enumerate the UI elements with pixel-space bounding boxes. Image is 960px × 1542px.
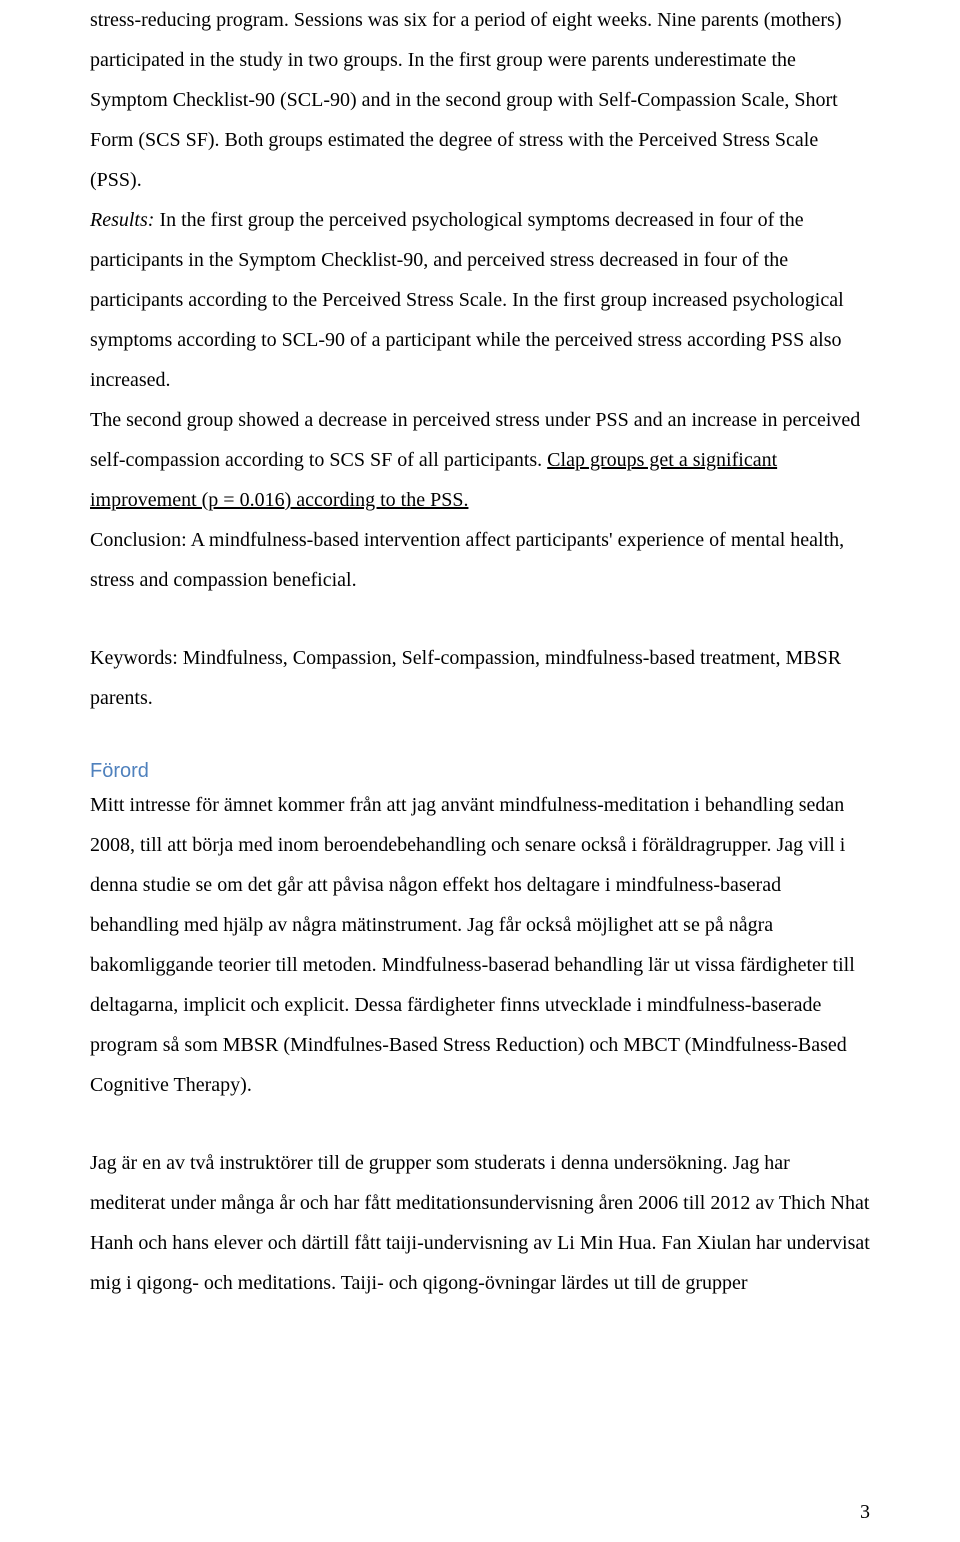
- results-label: Results:: [90, 209, 154, 231]
- paragraph-spacer: [90, 1105, 870, 1143]
- forord-paragraph-1: Mitt intresse för ämnet kommer från att …: [90, 785, 870, 1105]
- body-text: stress-reducing program. Sessions was si…: [90, 9, 841, 191]
- paragraph-spacer: [90, 600, 870, 638]
- forord-paragraph-2: Jag är en av två instruktörer till de gr…: [90, 1143, 870, 1303]
- page-number: 3: [860, 1501, 870, 1524]
- body-text: In the first group the perceived psychol…: [90, 209, 844, 391]
- body-paragraph-results: Results: In the first group the perceive…: [90, 200, 870, 400]
- forord-heading: Förord: [90, 760, 870, 783]
- body-paragraph-conclusion: Conclusion: A mindfulness-based interven…: [90, 520, 870, 600]
- body-paragraph-second-group: The second group showed a decrease in pe…: [90, 400, 870, 520]
- document-page: stress-reducing program. Sessions was si…: [0, 0, 960, 1542]
- body-paragraph-1: stress-reducing program. Sessions was si…: [90, 0, 870, 200]
- body-paragraph-keywords: Keywords: Mindfulness, Compassion, Self-…: [90, 638, 870, 718]
